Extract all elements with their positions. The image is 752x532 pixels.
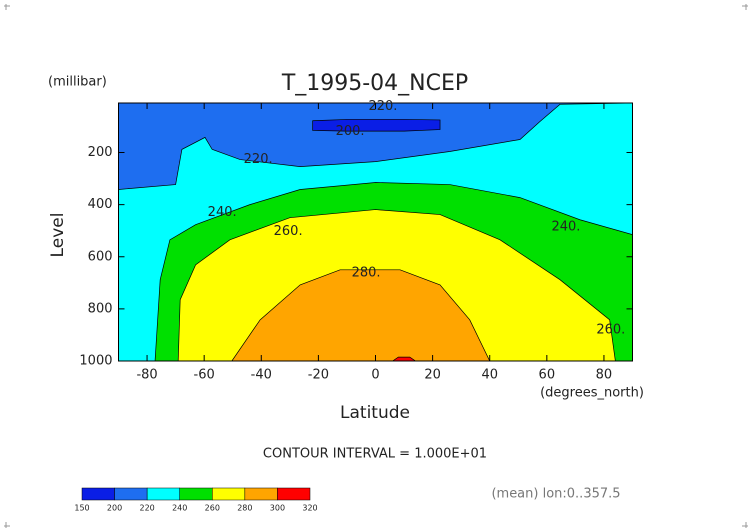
colorbar-label: 300 [270, 504, 285, 513]
colorbar-swatch [244, 487, 278, 501]
contour-label: 280. [352, 265, 381, 280]
contour-region [231, 269, 491, 361]
x-tick-label: 0 [371, 368, 379, 383]
colorbar-label: 320 [302, 504, 317, 513]
contour-label: 220. [244, 152, 273, 167]
y-tick-label: 400 [88, 197, 113, 212]
y-tick-label: 600 [88, 249, 113, 264]
y-axis-label: Level [48, 213, 68, 258]
colorbar-label: 280 [237, 504, 252, 513]
colorbar-label: 240 [172, 504, 187, 513]
colorbar-label: 220 [140, 504, 155, 513]
y-unit: (millibar) [48, 75, 107, 90]
colorbar-swatch [277, 487, 311, 501]
x-tick-label: 80 [596, 368, 613, 383]
plot-area [118, 103, 633, 361]
x-unit: (degrees_north) [540, 386, 644, 401]
colorbar-swatch [212, 487, 246, 501]
colorbar-label: 260 [205, 504, 220, 513]
x-tick-label: -40 [251, 368, 272, 383]
contour-note: CONTOUR INTERVAL = 1.000E+01 [263, 447, 487, 462]
y-tick-label: 800 [88, 301, 113, 316]
colorbar-label: 200 [107, 504, 122, 513]
colorbar-swatch [179, 487, 213, 501]
y-tick-label: 1000 [79, 354, 112, 369]
contour-label: 220. [368, 99, 397, 114]
contour-label: 260. [274, 224, 303, 239]
x-tick-label: -60 [194, 368, 215, 383]
x-tick-label: 20 [424, 368, 441, 383]
contour-label: 240. [208, 205, 237, 220]
x-axis-label: Latitude [340, 403, 410, 423]
x-tick-label: 40 [481, 368, 498, 383]
x-tick-label: -20 [308, 368, 329, 383]
footnote: (mean) lon:0..357.5 [491, 487, 620, 502]
colorbar-label: 150 [74, 504, 89, 513]
x-tick-label: -80 [136, 368, 157, 383]
colorbar-swatch [146, 487, 180, 501]
chart-title: T_1995-04_NCEP [281, 71, 468, 96]
colorbar-swatch [81, 487, 115, 501]
colorbar-swatch [114, 487, 148, 501]
contour-label: 240. [551, 219, 580, 234]
contour-region [392, 356, 417, 361]
contour-label: 200. [336, 124, 365, 139]
y-tick-label: 200 [88, 145, 113, 160]
x-tick-label: 60 [539, 368, 556, 383]
contour-region [312, 119, 441, 132]
contour-label: 260. [596, 322, 625, 337]
